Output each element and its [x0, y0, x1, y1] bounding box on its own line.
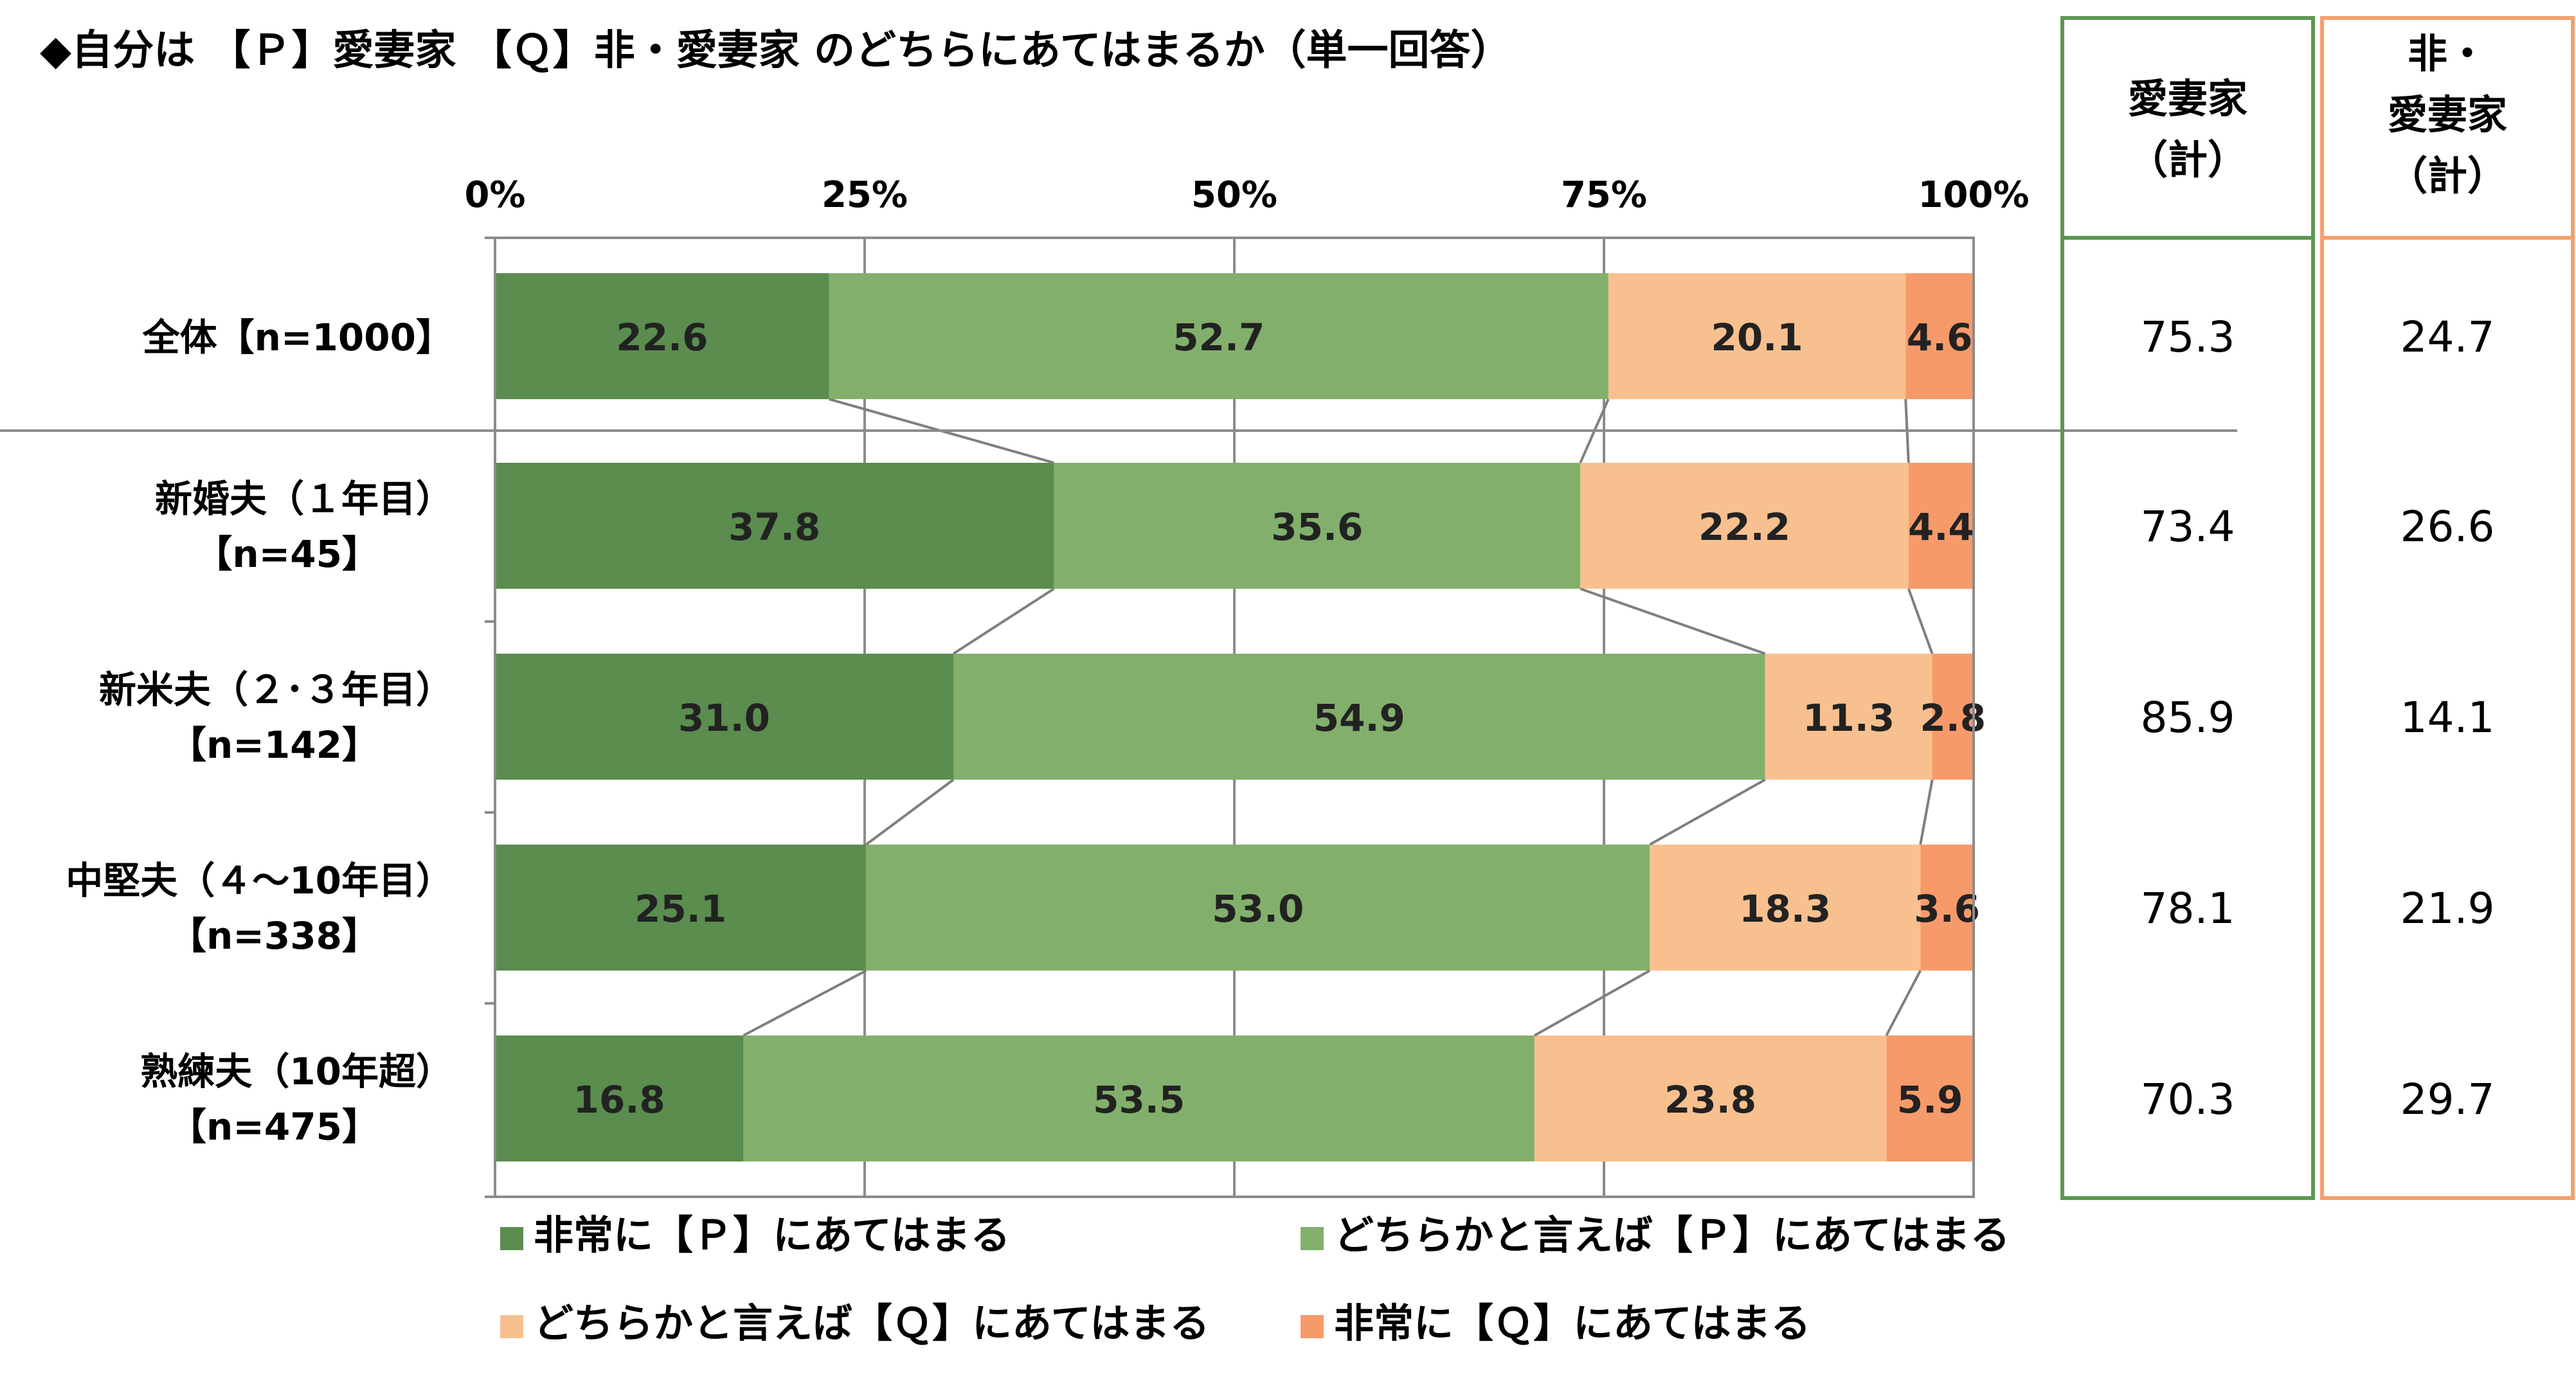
category-label: 新婚夫（１年目）	[155, 477, 453, 521]
data-label: 53.5	[1093, 1078, 1185, 1122]
data-label: 3.6	[1914, 887, 1980, 931]
summary-value: 70.3	[2141, 1075, 2235, 1124]
data-label: 31.0	[678, 696, 770, 740]
data-label: 22.6	[616, 316, 708, 359]
data-label: 5.9	[1897, 1078, 1963, 1122]
legend-label: どちらかと言えば【Ｑ】にあてはまる	[534, 1300, 1210, 1347]
plot-frame	[494, 237, 1975, 1198]
bar-segment	[1650, 845, 1921, 971]
legend-swatch	[1301, 1315, 1324, 1338]
summary-column-header: 愛妻家	[2128, 75, 2247, 122]
data-label: 22.2	[1698, 505, 1790, 549]
category-label: 新米夫（２･３年目）	[99, 668, 453, 712]
data-label: 52.7	[1173, 316, 1265, 359]
bar-segment	[495, 654, 953, 780]
summary-value: 29.7	[2400, 1075, 2495, 1124]
data-label: 18.3	[1739, 887, 1831, 931]
connector-line	[952, 587, 1055, 655]
bar-segment	[743, 1035, 1535, 1161]
summary-value: 26.6	[2400, 502, 2495, 551]
summary-value: 24.7	[2400, 312, 2495, 362]
bar-segment	[953, 654, 1765, 780]
bar-segment	[866, 845, 1650, 971]
bar-segment	[1608, 273, 1906, 399]
data-label: 54.9	[1313, 696, 1405, 740]
bar-segment	[495, 1035, 744, 1161]
data-label: 25.1	[635, 887, 726, 931]
category-label: 中堅夫（４～10年目）	[66, 859, 453, 902]
summary-column-frame	[2320, 16, 2575, 1200]
bar-segment	[1905, 273, 1974, 399]
summary-value: 75.3	[2141, 312, 2235, 362]
data-label: 37.8	[728, 505, 820, 549]
x-tick-label: 25%	[822, 174, 908, 216]
data-label: 4.4	[1908, 505, 1974, 549]
data-label: 53.0	[1212, 887, 1304, 931]
x-tick-label: 50%	[1191, 174, 1277, 216]
plot-area: 0% 25% 50% 75% 100% 22.6 52.7 20.1 4.6 37.8 35.6 22…	[0, 16, 2575, 1347]
legend-label: 非常に【Ｐ】にあてはまる	[534, 1212, 1011, 1259]
summary-column-header: （計）	[2388, 152, 2507, 199]
legend-swatch	[500, 1315, 523, 1338]
summary-value: 78.1	[2141, 884, 2235, 933]
bar-segment	[1054, 463, 1581, 589]
category-label: 熟練夫（10年超）	[140, 1050, 453, 1093]
connector-line	[1919, 779, 1934, 845]
category-sample-size: 【n=142】	[169, 723, 379, 767]
connector-line	[743, 969, 867, 1037]
summary-column-frame	[2060, 16, 2315, 1200]
legend-swatch	[500, 1227, 523, 1250]
legend-label: どちらかと言えば【Ｐ】にあてはまる	[1334, 1212, 2010, 1259]
bar-segment	[829, 273, 1608, 399]
data-label: 2.8	[1920, 696, 1986, 740]
data-label: 4.6	[1907, 316, 1973, 359]
legend-label: 非常に【Ｑ】にあてはまる	[1334, 1300, 1811, 1347]
x-tick-label: 0%	[464, 174, 525, 216]
summary-value: 21.9	[2400, 884, 2495, 933]
summary-value: 85.9	[2141, 693, 2235, 742]
legend-swatch	[1301, 1227, 1324, 1250]
summary-value: 73.4	[2141, 502, 2235, 551]
connector-line	[1885, 970, 1922, 1036]
data-label: 20.1	[1711, 316, 1803, 359]
category-label: 全体【n=1000】	[142, 316, 453, 359]
x-tick-label: 100%	[1918, 174, 2029, 216]
bar-segment	[1765, 654, 1932, 780]
summary-value: 14.1	[2400, 693, 2495, 742]
bar-segment	[1920, 845, 1974, 971]
summary-column-header: 愛妻家	[2388, 91, 2507, 138]
category-sample-size: 【n=475】	[169, 1105, 379, 1149]
bar-segment	[495, 845, 867, 971]
bar-segment	[1886, 1035, 1974, 1161]
data-label: 16.8	[573, 1078, 665, 1122]
bar-segment	[495, 273, 829, 399]
x-tick-label: 75%	[1561, 174, 1647, 216]
summary-column-header: （計）	[2128, 136, 2247, 183]
data-label: 11.3	[1803, 696, 1895, 740]
connector-line	[1649, 778, 1766, 846]
category-sample-size: 【n=45】	[195, 532, 379, 576]
bar-segment	[1580, 463, 1909, 589]
data-label: 35.6	[1271, 505, 1363, 549]
bar-segment	[1932, 654, 1974, 780]
connector-line	[1907, 588, 1934, 654]
bar-segment	[1908, 463, 1974, 589]
connector-line	[865, 778, 955, 846]
bar-segment	[495, 463, 1054, 589]
summary-column-header: 非・	[2408, 30, 2487, 77]
category-sample-size: 【n=338】	[169, 914, 379, 958]
connector-line	[1580, 587, 1766, 655]
connector-line	[1533, 969, 1651, 1037]
chart-title: ◆自分は 【Ｐ】愛妻家 【Ｑ】非・愛妻家 のどちらにあてはまるか（単一回答）	[40, 27, 1512, 75]
bar-segment	[1534, 1035, 1887, 1161]
data-label: 23.8	[1664, 1078, 1756, 1122]
